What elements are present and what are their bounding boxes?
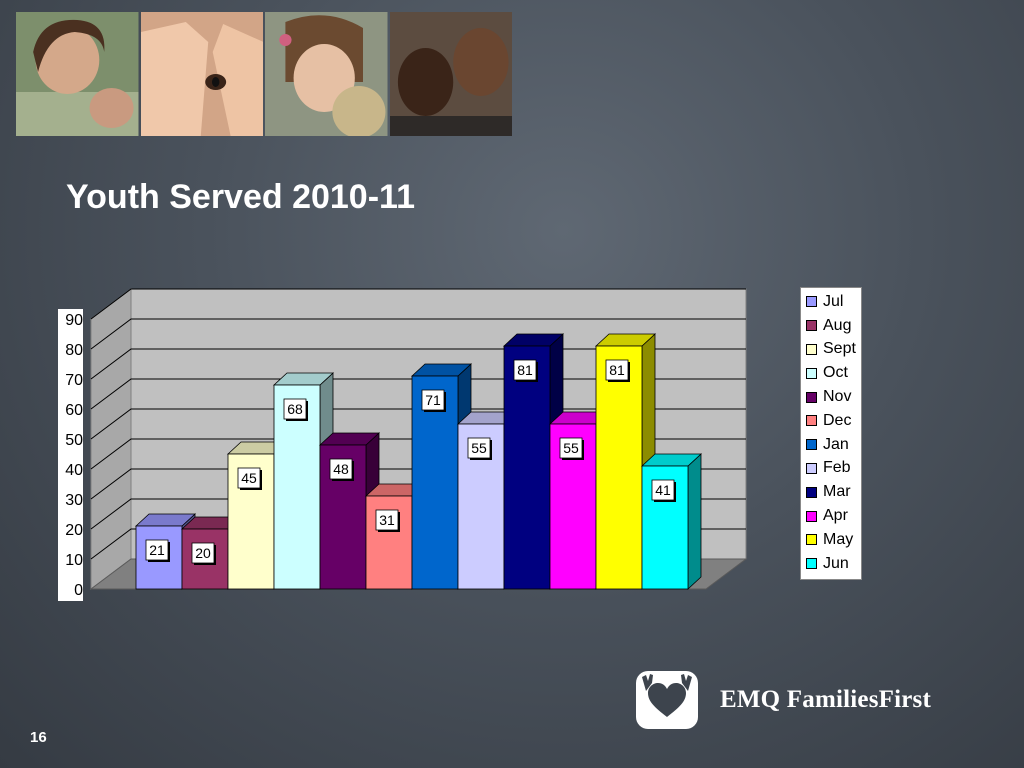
data-label-nov: 48 bbox=[333, 461, 349, 477]
legend-item-sept: Sept bbox=[801, 338, 861, 362]
legend-label: Jun bbox=[823, 554, 849, 572]
legend-item-may: May bbox=[801, 528, 861, 552]
data-label-jan: 71 bbox=[425, 392, 441, 408]
data-label-box bbox=[421, 389, 445, 411]
bar-front-face bbox=[595, 345, 643, 590]
legend-item-nov: Nov bbox=[801, 385, 861, 409]
data-label-box bbox=[513, 359, 537, 381]
legend-label: Jan bbox=[823, 435, 849, 453]
legend-item-apr: Apr bbox=[801, 504, 861, 528]
data-label-box bbox=[145, 539, 169, 561]
y-tick-label: 30 bbox=[65, 492, 83, 509]
y-tick-label: 50 bbox=[65, 432, 83, 449]
legend-label: Aug bbox=[823, 316, 852, 334]
girl-with-teddy-bear-photo bbox=[265, 12, 388, 136]
data-label-aug: 20 bbox=[195, 545, 211, 561]
data-label-jun: 41 bbox=[655, 482, 671, 498]
legend-item-feb: Feb bbox=[801, 457, 861, 481]
legend-label: Feb bbox=[823, 459, 851, 477]
page-number: 16 bbox=[30, 729, 47, 746]
y-tick-label: 90 bbox=[65, 312, 83, 329]
legend-item-dec: Dec bbox=[801, 409, 861, 433]
bar-mar bbox=[502, 333, 565, 590]
legend-swatch bbox=[806, 367, 817, 379]
y-tick-label: 0 bbox=[74, 582, 83, 599]
legend-item-jun: Jun bbox=[801, 552, 861, 576]
legend-swatch bbox=[806, 439, 817, 451]
legend-item-jan: Jan bbox=[801, 433, 861, 457]
data-label-mar: 81 bbox=[517, 362, 533, 378]
legend-label: Dec bbox=[823, 411, 852, 429]
legend-label: Apr bbox=[823, 507, 848, 525]
data-label-feb: 55 bbox=[471, 440, 487, 456]
y-tick-label: 10 bbox=[65, 552, 83, 569]
y-axis-label-backing bbox=[58, 309, 83, 601]
child-hands-over-face-photo bbox=[140, 12, 263, 136]
bar-side-face bbox=[687, 453, 702, 590]
gridline-80 bbox=[90, 318, 746, 350]
legend-swatch bbox=[806, 558, 817, 570]
logo-wordmark: EMQ FamiliesFirst bbox=[720, 686, 931, 713]
legend-item-jul: Jul bbox=[801, 290, 861, 314]
y-tick-label: 60 bbox=[65, 402, 83, 419]
legend-swatch bbox=[806, 510, 817, 522]
emq-familiesfirst-logo: EMQ FamiliesFirst bbox=[636, 670, 976, 730]
legend-item-aug: Aug bbox=[801, 314, 861, 338]
legend-swatch bbox=[806, 415, 817, 427]
y-tick-label: 20 bbox=[65, 522, 83, 539]
legend-swatch bbox=[806, 391, 817, 403]
legend-label: May bbox=[823, 530, 854, 548]
data-label-box bbox=[283, 398, 307, 420]
bar-front-face bbox=[503, 345, 551, 590]
youth-served-bar-chart: 0 10 20 30 40 50 60 70 80 90 21 20 45 68 48 31 71 55 81 55 8… bbox=[58, 288, 748, 601]
legend-swatch bbox=[806, 462, 817, 474]
hands-heart-logo-icon bbox=[636, 671, 698, 729]
legend-item-mar: Mar bbox=[801, 480, 861, 504]
legend-swatch bbox=[806, 320, 817, 332]
bar-jun bbox=[640, 453, 703, 590]
data-label-box bbox=[329, 458, 353, 480]
header-photo-strip bbox=[16, 12, 512, 136]
y-tick-label: 70 bbox=[65, 372, 83, 389]
legend-label: Jul bbox=[823, 292, 844, 310]
data-label-apr: 55 bbox=[563, 440, 579, 456]
data-label-may: 81 bbox=[609, 362, 625, 378]
legend-item-oct: Oct bbox=[801, 361, 861, 385]
data-label-jul: 21 bbox=[149, 542, 165, 558]
y-tick-label: 80 bbox=[65, 342, 83, 359]
legend-label: Mar bbox=[823, 483, 851, 501]
legend-label: Sept bbox=[823, 340, 856, 358]
slide-title: Youth Served 2010-11 bbox=[66, 178, 415, 216]
legend-label: Nov bbox=[823, 388, 852, 406]
gridline-90 bbox=[90, 288, 746, 320]
data-label-box bbox=[375, 509, 399, 531]
legend-swatch bbox=[806, 343, 817, 355]
legend-swatch bbox=[806, 486, 817, 498]
girl-with-baby-photo bbox=[16, 12, 139, 136]
chart-legend: Jul Aug Sept Oct Nov Dec Jan Feb Mar Apr May Jun bbox=[800, 287, 862, 580]
y-tick-label: 40 bbox=[65, 462, 83, 479]
data-label-box bbox=[605, 359, 629, 381]
two-boys-photo bbox=[389, 12, 512, 136]
legend-swatch bbox=[806, 534, 817, 546]
data-label-sept: 45 bbox=[241, 470, 257, 486]
data-label-box bbox=[651, 479, 675, 501]
legend-swatch bbox=[806, 296, 817, 308]
data-label-box bbox=[559, 437, 583, 459]
data-label-box bbox=[467, 437, 491, 459]
data-label-box bbox=[191, 542, 215, 564]
data-label-dec: 31 bbox=[379, 512, 395, 528]
data-label-oct: 68 bbox=[287, 401, 303, 417]
legend-label: Oct bbox=[823, 364, 848, 382]
data-label-box bbox=[237, 467, 261, 489]
